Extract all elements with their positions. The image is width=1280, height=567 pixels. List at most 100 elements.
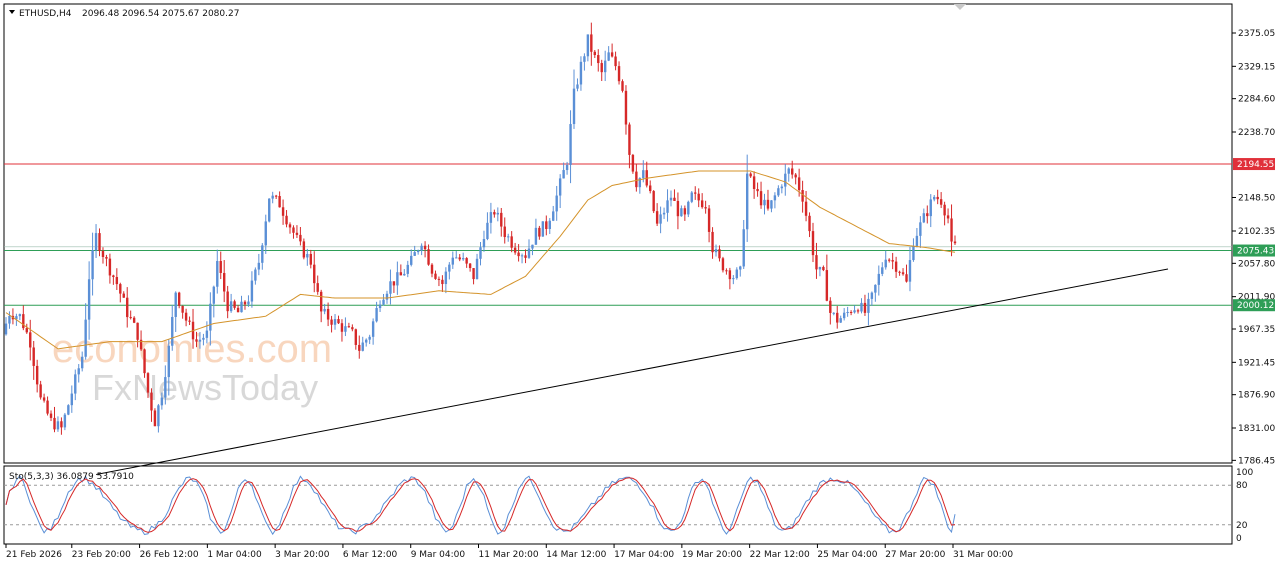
candle-body	[153, 410, 157, 427]
candle	[247, 295, 250, 307]
candle	[437, 276, 441, 287]
candle-body	[115, 277, 119, 285]
candle-body	[67, 405, 70, 415]
candle-body	[181, 305, 184, 313]
candle-body	[638, 178, 642, 188]
candle-body	[891, 260, 894, 262]
candle	[205, 321, 209, 344]
candle-body	[84, 319, 87, 357]
candle-body	[707, 208, 711, 232]
candle	[25, 323, 28, 334]
candle-body	[32, 347, 35, 366]
candle	[718, 245, 721, 262]
candle	[943, 201, 946, 226]
candle-body	[479, 247, 482, 259]
candle-body	[856, 310, 860, 312]
candle	[4, 317, 8, 336]
candle-body	[669, 197, 673, 201]
osc-label-20: 20	[1236, 521, 1248, 531]
candle	[70, 385, 74, 413]
candle-body	[240, 301, 243, 313]
candle	[707, 205, 711, 243]
trendline-layer	[96, 268, 1169, 475]
collapse-triangle-icon[interactable]	[9, 10, 15, 14]
candle	[472, 268, 475, 285]
time-label: 6 Mar 12:00	[343, 550, 398, 560]
candle	[479, 241, 482, 266]
candle	[423, 241, 427, 258]
candle	[396, 261, 399, 295]
candle-body	[915, 235, 919, 247]
candle-body	[139, 339, 143, 350]
candle-body	[389, 281, 392, 294]
candle	[548, 218, 551, 235]
candle-body	[448, 264, 451, 272]
oscillator-label: Sto(5,3,3) 36.0879 53.7910	[9, 472, 134, 482]
scroll-marker-icon[interactable]	[954, 4, 966, 10]
price-label-2148.50: 2148.50	[1238, 193, 1275, 203]
candle-body	[811, 231, 815, 256]
candle-body	[635, 171, 638, 188]
candle-body	[867, 298, 870, 313]
candle-body	[853, 310, 856, 313]
time-label: 23 Feb 20:00	[72, 550, 131, 560]
time-label: 19 Mar 20:00	[682, 550, 742, 560]
candle-body	[797, 177, 801, 191]
time-label: 26 Feb 12:00	[140, 550, 199, 560]
candle	[926, 205, 929, 224]
candle-body	[507, 236, 510, 238]
candle	[444, 267, 448, 294]
candle-body	[344, 326, 347, 332]
candle	[836, 305, 839, 329]
candle-body	[822, 266, 825, 271]
candle-body	[562, 170, 565, 179]
candle	[607, 46, 610, 62]
candle	[42, 393, 46, 403]
candle	[822, 265, 825, 272]
candle	[732, 275, 735, 285]
candle-body	[475, 258, 479, 280]
candle	[150, 388, 153, 422]
candle-body	[704, 207, 707, 209]
candle	[299, 226, 302, 246]
candle-body	[285, 215, 288, 225]
candle-body	[926, 213, 929, 217]
candle-body	[863, 302, 867, 313]
candle-body	[461, 258, 465, 260]
candle	[493, 209, 496, 218]
candle	[621, 79, 624, 93]
candle	[430, 263, 434, 278]
price-label-1921.45: 1921.45	[1238, 358, 1275, 368]
candle	[562, 162, 565, 179]
stochastic-signal-line	[5, 477, 956, 533]
candle-body	[929, 199, 932, 217]
candle	[333, 314, 337, 330]
candle	[410, 249, 413, 267]
candle-body	[250, 280, 254, 302]
candle-body	[8, 315, 11, 324]
oscillator-pane[interactable]	[3, 465, 1233, 545]
candle	[517, 244, 520, 262]
candle-body	[174, 292, 177, 317]
candle	[919, 216, 922, 248]
candle	[936, 189, 939, 205]
candle-body	[42, 397, 46, 401]
candle-body	[385, 293, 389, 300]
candle	[22, 305, 25, 331]
candle	[735, 267, 738, 280]
candle-body	[451, 257, 454, 265]
candle-body	[894, 261, 898, 272]
candle-body	[313, 264, 316, 284]
candle-body	[780, 186, 784, 189]
price-label-1876.90: 1876.90	[1238, 391, 1275, 401]
candle-body	[666, 200, 669, 213]
candle	[451, 251, 454, 269]
candle-body	[18, 314, 22, 317]
candle-body	[569, 124, 572, 165]
candle-body	[292, 227, 295, 233]
candle-body	[195, 339, 198, 342]
candle-body	[590, 34, 593, 52]
candle	[223, 260, 226, 303]
candle	[119, 282, 122, 303]
candle-body	[437, 278, 441, 280]
